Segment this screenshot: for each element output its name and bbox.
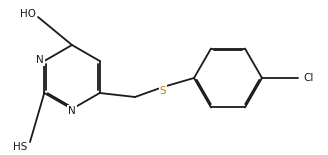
Text: Cl: Cl xyxy=(304,73,314,83)
Text: N: N xyxy=(68,106,76,116)
Text: HS: HS xyxy=(13,142,27,152)
Text: HO: HO xyxy=(20,9,36,19)
Text: N: N xyxy=(36,55,44,65)
Text: S: S xyxy=(160,86,166,96)
